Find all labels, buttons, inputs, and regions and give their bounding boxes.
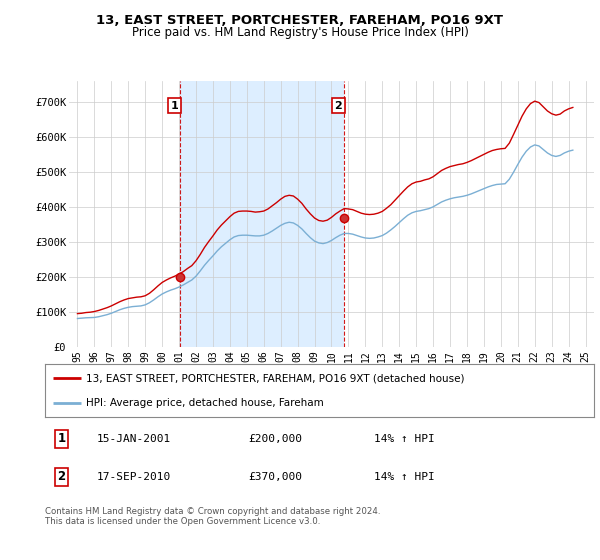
- Text: Contains HM Land Registry data © Crown copyright and database right 2024.
This d: Contains HM Land Registry data © Crown c…: [45, 507, 380, 526]
- Text: 14% ↑ HPI: 14% ↑ HPI: [374, 433, 435, 444]
- Text: 13, EAST STREET, PORTCHESTER, FAREHAM, PO16 9XT (detached house): 13, EAST STREET, PORTCHESTER, FAREHAM, P…: [86, 374, 464, 384]
- Text: £200,000: £200,000: [248, 433, 302, 444]
- Bar: [180, 81, 344, 347]
- Text: 14% ↑ HPI: 14% ↑ HPI: [374, 472, 435, 482]
- Text: 17-SEP-2010: 17-SEP-2010: [97, 472, 172, 482]
- Text: 1: 1: [171, 101, 179, 111]
- Text: 2: 2: [58, 470, 65, 483]
- Text: 13, EAST STREET, PORTCHESTER, FAREHAM, PO16 9XT: 13, EAST STREET, PORTCHESTER, FAREHAM, P…: [97, 14, 503, 27]
- Text: 15-JAN-2001: 15-JAN-2001: [97, 433, 172, 444]
- Text: 1: 1: [58, 432, 65, 445]
- Text: Price paid vs. HM Land Registry's House Price Index (HPI): Price paid vs. HM Land Registry's House …: [131, 26, 469, 39]
- Text: 2: 2: [335, 101, 343, 111]
- Text: HPI: Average price, detached house, Fareham: HPI: Average price, detached house, Fare…: [86, 398, 324, 408]
- Text: £370,000: £370,000: [248, 472, 302, 482]
